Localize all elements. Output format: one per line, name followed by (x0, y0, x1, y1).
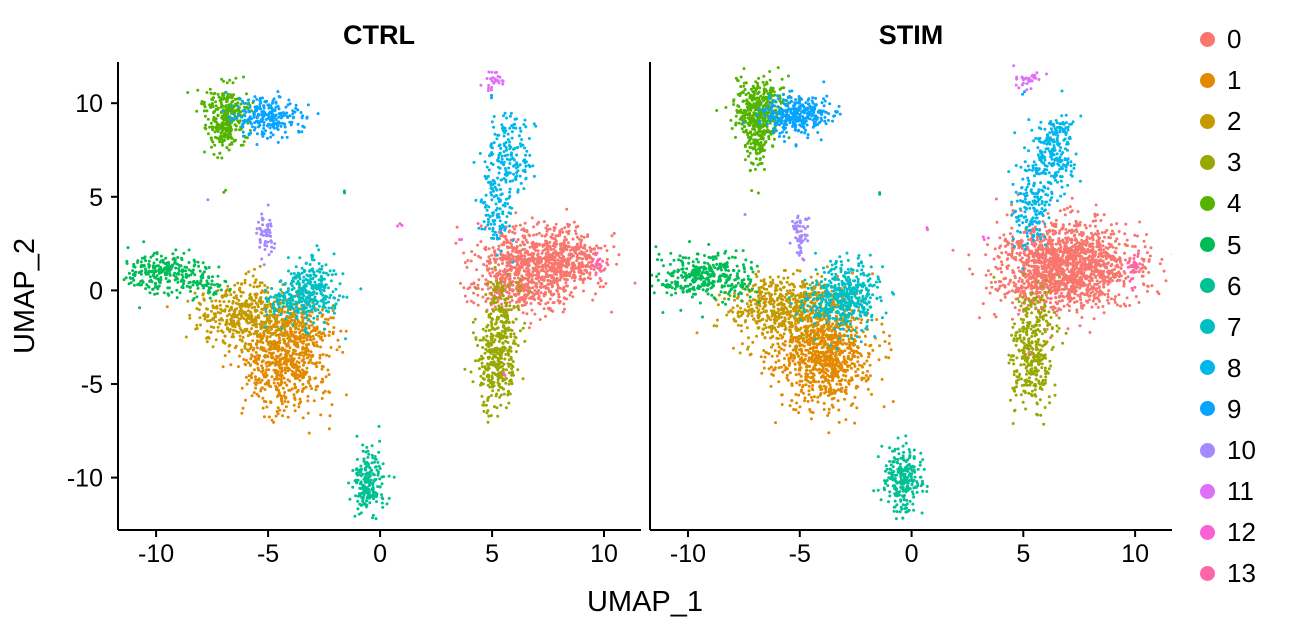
cluster-13-points (1027, 249, 1142, 354)
panel-title-stim: STIM (879, 20, 944, 50)
cluster-5-points (650, 191, 882, 319)
x-tick-label: -5 (789, 540, 811, 568)
cluster-9-points (221, 90, 493, 146)
x-axis-title: UMAP_1 (587, 586, 703, 618)
cluster-4-points (186, 75, 255, 194)
legend-label: 10 (1227, 435, 1256, 465)
cluster-2-points (165, 264, 335, 367)
legend-item-9: 9 (1192, 392, 1241, 426)
legend-item-11: 11 (1192, 474, 1254, 508)
panel-points-stim (650, 64, 1172, 521)
legend-item-7: 7 (1192, 310, 1241, 344)
cluster-6-points (872, 434, 929, 521)
x-tick-label: -5 (257, 540, 279, 568)
cluster-10-points (206, 198, 277, 267)
cluster-4-points (715, 66, 801, 195)
legend-label: 13 (1227, 558, 1256, 589)
legend-item-3: 3 (1192, 145, 1241, 179)
legend-item-8: 8 (1192, 351, 1241, 385)
legend-swatch-icon (1200, 278, 1215, 294)
x-tick-label: 5 (1016, 540, 1030, 568)
tick-labels-layer: -10 -5 0 5 10 -10 -5 0 5 10 -10 -5 0 5 10 (67, 90, 1149, 568)
x-tick-label: -10 (670, 540, 706, 568)
legend-swatch-icon (1200, 401, 1215, 417)
cluster-11-points (479, 70, 505, 93)
legend-swatch-icon (1200, 524, 1215, 540)
cluster-8-points (1007, 89, 1083, 271)
cluster-12-points (925, 226, 990, 242)
cluster-0-points (454, 207, 637, 332)
y-tick-label: 5 (89, 184, 103, 212)
legend-swatch-icon (1200, 483, 1215, 499)
legend-swatch-icon (1200, 113, 1215, 129)
x-tick-label: 10 (590, 540, 618, 568)
legend-label: 7 (1227, 311, 1242, 342)
legend-item-6: 6 (1192, 269, 1241, 303)
cluster-12-points (396, 222, 463, 242)
legend-label: 6 (1227, 270, 1242, 301)
legend-item-12: 12 (1192, 515, 1256, 549)
legend-swatch-icon (1200, 31, 1215, 47)
legend-swatch-icon (1200, 154, 1215, 170)
y-tick-label: -5 (81, 371, 103, 399)
x-tick-label: 5 (485, 540, 499, 568)
legend-label: 3 (1227, 147, 1242, 178)
cluster-3-points (992, 272, 1068, 426)
y-tick-label: -10 (67, 465, 103, 493)
legend-label: 0 (1227, 24, 1242, 54)
cluster-7-points (787, 251, 896, 351)
legend-label: 8 (1227, 352, 1242, 383)
x-tick-label: -10 (138, 540, 174, 568)
x-tick-label: 0 (373, 540, 387, 568)
cluster-11-points (1012, 64, 1048, 92)
cluster-3-points (463, 265, 532, 424)
legend-swatch-icon (1200, 237, 1215, 252)
y-tick-label: 0 (89, 277, 103, 305)
cluster-8-points (472, 111, 538, 264)
legend-label: 2 (1227, 106, 1242, 137)
legend-swatch-icon (1200, 195, 1215, 211)
legend-swatch-icon (1200, 360, 1215, 376)
legend-item-10: 10 (1192, 433, 1256, 467)
legend-item-1: 1 (1192, 63, 1241, 97)
legend-swatch-icon (1200, 319, 1215, 335)
panel-points-ctrl (118, 70, 637, 521)
cluster-10-points (743, 213, 811, 262)
legend-item-13: 13 (1192, 556, 1256, 590)
cluster-9-points (741, 80, 1026, 148)
y-tick-label: 10 (75, 90, 103, 118)
panel-title-ctrl: CTRL (343, 20, 415, 50)
cluster-13-points (502, 246, 610, 377)
legend-label: 11 (1227, 476, 1254, 507)
legend-label: 1 (1227, 65, 1242, 96)
legend-item-5: 5 (1192, 228, 1241, 262)
legend-item-2: 2 (1192, 104, 1241, 138)
legend-item-0: 0 (1192, 22, 1241, 56)
legend-label: 4 (1227, 188, 1242, 219)
cluster-0-points (951, 193, 1172, 340)
cluster-7-points (263, 244, 363, 341)
cluster-6-points (347, 424, 396, 521)
legend-swatch-icon (1200, 72, 1215, 88)
axes-layer (111, 62, 1172, 537)
data-points-layer (118, 64, 1172, 521)
x-tick-label: 0 (905, 540, 919, 568)
legend-label: 12 (1227, 517, 1256, 548)
legend-swatch-icon (1200, 565, 1215, 581)
legend-label: 5 (1227, 229, 1242, 260)
legend-item-4: 4 (1192, 186, 1241, 220)
x-tick-label: 10 (1121, 540, 1149, 568)
cluster-legend: 0 1 2 3 4 5 6 7 8 9 10 11 12 13 (1192, 0, 1292, 634)
legend-label: 9 (1227, 393, 1242, 424)
legend-swatch-icon (1200, 442, 1215, 458)
cluster-5-points (118, 189, 346, 310)
y-axis-title: UMAP_2 (9, 238, 41, 354)
